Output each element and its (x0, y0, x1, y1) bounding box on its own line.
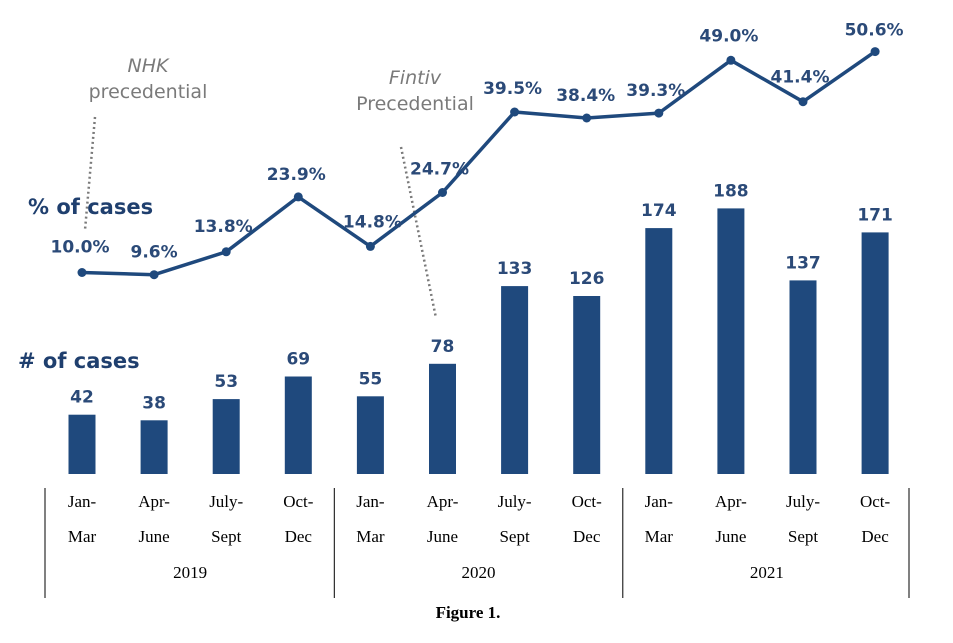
bar-value-label: 137 (785, 253, 821, 273)
line-value-label: 39.3% (626, 81, 685, 101)
x-tick-label: Oct- (860, 492, 891, 511)
figure-caption: Figure 1. (436, 603, 501, 622)
percent-line (81, 50, 877, 277)
bar (429, 363, 456, 474)
bar-value-label: 174 (641, 201, 677, 221)
line-point (582, 113, 592, 123)
x-tick-label: Mar (645, 527, 674, 546)
bar (861, 232, 889, 474)
year-label: 2020 (462, 563, 496, 582)
bars (68, 208, 889, 474)
line-point (77, 268, 87, 277)
line-series (77, 47, 880, 280)
line-labels: 10.0% 9.6% 13.8% 23.9% 14.8% 24.7% 39.5% 38.4% 3… (51, 21, 904, 263)
line-point (438, 188, 447, 197)
line-point (870, 47, 880, 57)
axis-lines (44, 488, 910, 598)
x-tick-label: Jan- (356, 492, 385, 511)
line-value-label: 41.4% (771, 68, 830, 88)
x-tick-label: Sept (211, 527, 242, 546)
x-tick-label: Jan- (645, 492, 674, 511)
line-point (798, 97, 808, 107)
x-tick-label: Dec (573, 527, 601, 546)
bar-value-label: 171 (857, 205, 893, 225)
line-value-label: 23.9% (267, 165, 326, 185)
x-tick-label: July- (786, 492, 820, 511)
x-tick-label: Apr- (715, 492, 747, 511)
x-tick-label: Oct- (283, 492, 314, 511)
bar (717, 208, 745, 474)
bar-value-label: 126 (569, 269, 605, 289)
count-series-label: # of cases (18, 349, 140, 373)
annotation-text: Precedential (356, 93, 474, 115)
line-value-label: 49.0% (699, 26, 758, 46)
annotation-text: NHK (128, 55, 171, 77)
x-tick-label: Mar (356, 527, 385, 546)
bar-value-label: 69 (286, 350, 310, 370)
line-value-label: 38.4% (556, 86, 615, 106)
x-tick-label: June (715, 527, 746, 546)
bar (573, 296, 601, 474)
annotation-text: Fintiv (389, 67, 442, 89)
line-value-label: 14.8% (343, 212, 402, 232)
bar-value-label: 42 (70, 388, 94, 408)
bar-value-label: 38 (142, 393, 166, 413)
line-value-label: 50.6% (845, 21, 904, 41)
x-tick-label: Dec (285, 527, 313, 546)
annotation-text: precedential (89, 81, 208, 103)
x-tick-label: June (427, 527, 458, 546)
line-point (365, 241, 375, 251)
x-tick-label: Sept (788, 527, 819, 546)
year-labels: 2019 2020 2021 (173, 563, 784, 582)
annotation-leader (83, 116, 97, 231)
x-tick-label: June (139, 527, 170, 546)
bar-value-label: 133 (497, 259, 533, 279)
line-value-label: 10.0% (51, 238, 110, 258)
year-label: 2021 (750, 563, 784, 582)
line-point (149, 270, 159, 280)
x-tick-label: Apr- (427, 492, 459, 511)
x-tick-label: Dec (861, 527, 889, 546)
line-point (654, 108, 664, 118)
line-value-label: 24.7% (410, 160, 469, 180)
x-tick-label: Apr- (138, 492, 170, 511)
line-point (221, 247, 231, 257)
series-names: % of cases # of cases (18, 195, 153, 373)
bar (645, 228, 673, 474)
bar-value-label: 55 (359, 369, 383, 389)
x-tick-label: Sept (499, 527, 530, 546)
x-tick-label: July- (498, 492, 532, 511)
annotation-lines (83, 116, 438, 319)
line-value-label: 9.6% (131, 243, 178, 263)
bar (284, 376, 312, 474)
bar (501, 286, 529, 474)
bar-value-label: 53 (214, 372, 238, 392)
x-tick-label: Jan- (68, 492, 97, 511)
bar (356, 396, 384, 474)
annotations: NHK precedential Fintiv Precedential (89, 55, 474, 115)
bar-value-label: 78 (431, 337, 455, 357)
bar-value-label: 188 (713, 181, 749, 201)
x-tick-label: July- (209, 492, 243, 511)
line-value-label: 13.8% (194, 217, 253, 237)
annotation-leader (399, 146, 438, 319)
x-tick-label: Oct- (572, 492, 603, 511)
bar (68, 414, 96, 474)
line-point (293, 192, 303, 202)
bar-labels: 42 38 53 69 55 78 133 126 174 188 137 171 (70, 181, 893, 413)
x-tick-label: Mar (68, 527, 97, 546)
bar (789, 280, 817, 474)
bar (140, 420, 168, 474)
line-value-label: 39.5% (483, 79, 542, 99)
line-point (510, 107, 520, 117)
line-point (726, 55, 736, 65)
x-tick-labels: Jan- Mar Apr- June July- Sept Oct- Dec Jan- Mar Ap… (68, 492, 891, 546)
year-label: 2019 (173, 563, 207, 582)
bar (212, 399, 240, 474)
percent-series-label: % of cases (28, 195, 153, 219)
